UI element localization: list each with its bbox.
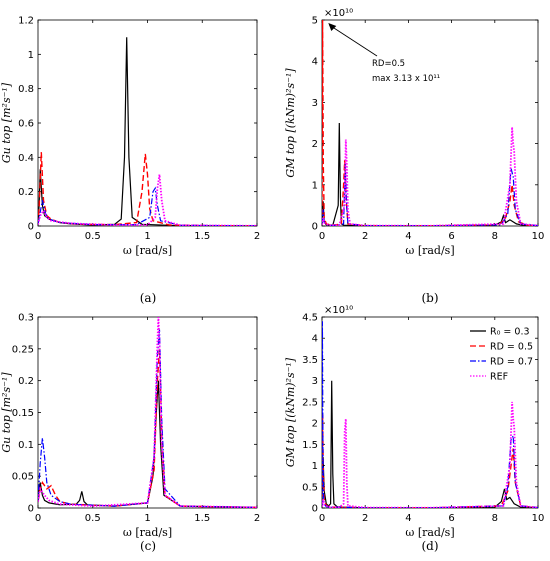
y-tick-label: 0.1 bbox=[18, 440, 34, 451]
y-tick-label: 1.2 bbox=[18, 16, 34, 27]
annotation-text: max 3.13 x 10¹¹ bbox=[372, 74, 440, 84]
plot-frame bbox=[321, 316, 539, 509]
y-axis-label: Gu top [m²s⁻¹] bbox=[0, 372, 13, 453]
x-tick-label: 1.5 bbox=[194, 231, 210, 242]
y-tick-label: 0 bbox=[28, 222, 34, 233]
y-tick-label: 2 bbox=[312, 419, 318, 430]
x-tick-label: 0 bbox=[35, 231, 41, 242]
x-axis-label: ω [rad/s] bbox=[405, 244, 454, 257]
series-line-ref bbox=[322, 401, 538, 508]
y-tick-label: 3 bbox=[312, 98, 318, 109]
legend-label: R₀ = 0.3 bbox=[490, 327, 530, 338]
y-tick-label: 1.5 bbox=[302, 440, 318, 451]
y-tick-label: 0.8 bbox=[18, 84, 34, 95]
x-tick-label: 2 bbox=[254, 231, 260, 242]
x-tick-label: 6 bbox=[448, 231, 454, 242]
y-axis-label: Gu top [m²s⁻¹] bbox=[0, 82, 13, 163]
y-tick-label: 0.2 bbox=[18, 376, 34, 387]
y-tick-label: 0.4 bbox=[18, 153, 34, 164]
x-tick-label: 2 bbox=[254, 513, 260, 524]
y-tick-label: 0.5 bbox=[302, 482, 318, 493]
y-tick-label: 0 bbox=[312, 504, 318, 515]
y-tick-label: 4 bbox=[312, 334, 318, 345]
x-axis-label: ω [rad/s] bbox=[123, 526, 172, 539]
x-tick-label: 1 bbox=[144, 231, 150, 242]
y-tick-label: 0.15 bbox=[12, 408, 34, 419]
y-tick-label: 0.6 bbox=[18, 119, 34, 130]
x-tick-label: 10 bbox=[532, 513, 545, 524]
y-tick-label: 3.5 bbox=[302, 355, 318, 366]
y-tick-label: 4 bbox=[312, 57, 318, 68]
series-line-rd-0.5 bbox=[38, 152, 257, 226]
series-line-rd-0.7 bbox=[38, 329, 257, 508]
y-axis-label: GM top [(kNm)²s⁻¹] bbox=[284, 68, 297, 178]
x-axis-label: ω [rad/s] bbox=[405, 526, 454, 539]
x-tick-label: 0 bbox=[319, 231, 325, 242]
annotation-arrowhead bbox=[328, 23, 337, 32]
x-tick-label: 0 bbox=[35, 513, 41, 524]
x-tick-label: 10 bbox=[532, 231, 545, 242]
y-tick-label: 0.05 bbox=[12, 472, 34, 483]
series-line-rd-0.3 bbox=[38, 380, 257, 508]
x-tick-label: 1 bbox=[144, 513, 150, 524]
x-tick-label: 8 bbox=[492, 513, 498, 524]
panel-label: (d) bbox=[421, 539, 438, 553]
annotation-arrow bbox=[329, 24, 378, 57]
x-axis-label: ω [rad/s] bbox=[123, 244, 172, 257]
y-tick-label: 0 bbox=[28, 504, 34, 515]
series-line-rd-0.7 bbox=[322, 321, 538, 508]
y-tick-label: 0.25 bbox=[12, 344, 34, 355]
chart-panel-2: 0 2 4 6 8 10 0 1 2 3 4 5 ×10¹⁰ ω [rad/s] GM top [(kNm)… bbox=[284, 8, 544, 305]
y-tick-label: 2 bbox=[312, 139, 318, 150]
panel-label: (c) bbox=[140, 539, 156, 553]
chart-panel-1: 0 0.5 1 1.5 2 0 0.2 0.4 0.6 0.8 1 1.2 ω [rad/s] Gu to… bbox=[0, 16, 260, 306]
x-tick-label: 0.5 bbox=[85, 513, 101, 524]
y-tick-label: 1 bbox=[28, 50, 34, 61]
y-axis-label: GM top [(kNm)²s⁻¹] bbox=[284, 357, 297, 467]
panel-label: (b) bbox=[421, 291, 438, 305]
x-tick-label: 2 bbox=[362, 231, 368, 242]
y-tick-label: 1 bbox=[312, 461, 318, 472]
x-tick-label: 6 bbox=[448, 513, 454, 524]
panel-label: (a) bbox=[140, 291, 157, 305]
legend-label: RD = 0.7 bbox=[490, 357, 533, 368]
y-tick-label: 0.2 bbox=[18, 187, 34, 198]
annotation-text: RD=0.5 bbox=[372, 59, 405, 69]
series-line-rd-0.5 bbox=[322, 20, 538, 226]
y-tick-label: 5 bbox=[312, 16, 318, 27]
plot-frame bbox=[37, 316, 258, 509]
x-tick-label: 2 bbox=[362, 513, 368, 524]
x-tick-label: 1.5 bbox=[194, 513, 210, 524]
x-tick-label: 0 bbox=[319, 513, 325, 524]
plot-frame bbox=[321, 19, 539, 227]
x-tick-label: 4 bbox=[405, 231, 411, 242]
y-tick-label: 1 bbox=[312, 180, 318, 191]
legend-label: RD = 0.5 bbox=[490, 342, 533, 353]
legend: R₀ = 0.3 RD = 0.5 RD = 0.7 REF bbox=[470, 327, 533, 383]
x-tick-label: 4 bbox=[405, 513, 411, 524]
y-multiplier: ×10¹⁰ bbox=[324, 8, 353, 19]
chart-panel-4: 0 2 4 6 8 10 0 0.5 1 1.5 2 2.5 3 3.5 4 4.5 ×10¹⁰ ω [rad/s… bbox=[284, 305, 544, 553]
y-multiplier: ×10¹⁰ bbox=[324, 305, 353, 316]
series-line-ref bbox=[38, 317, 257, 508]
x-tick-label: 0.5 bbox=[85, 231, 101, 242]
y-tick-label: 3 bbox=[312, 376, 318, 387]
y-tick-label: 4.5 bbox=[302, 313, 318, 324]
y-tick-label: 0 bbox=[312, 222, 318, 233]
legend-label: REF bbox=[490, 372, 508, 383]
x-tick-label: 8 bbox=[492, 231, 498, 242]
series-line-ref bbox=[322, 127, 538, 226]
plot-frame bbox=[37, 19, 258, 227]
chart-panel-3: 0 0.5 1 1.5 2 0 0.05 0.1 0.15 0.2 0.25 0.3 ω [rad/s]… bbox=[0, 313, 260, 554]
y-tick-label: 0.3 bbox=[18, 313, 34, 324]
y-tick-label: 2.5 bbox=[302, 397, 318, 408]
